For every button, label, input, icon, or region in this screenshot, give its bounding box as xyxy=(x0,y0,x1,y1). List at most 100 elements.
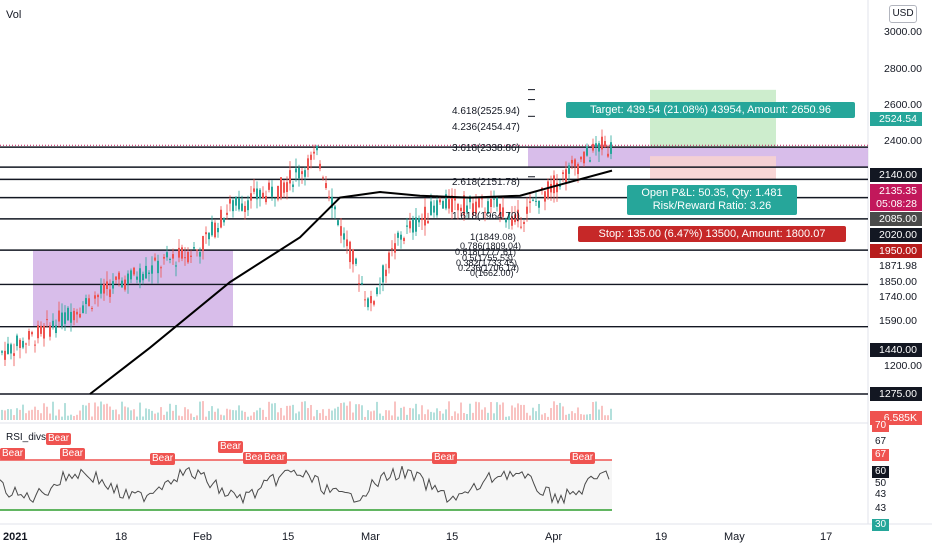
candle-body xyxy=(241,203,243,211)
candle-body xyxy=(457,203,459,211)
volume-bar xyxy=(574,413,576,420)
volume-bar xyxy=(418,414,420,420)
candle-body xyxy=(403,238,405,241)
candle-body xyxy=(535,200,537,202)
time-axis-label: 15 xyxy=(446,531,459,543)
volume-bar xyxy=(253,412,255,420)
candle-body xyxy=(610,142,612,154)
candle-body xyxy=(502,207,504,217)
volume-bar xyxy=(388,410,390,420)
volume-bar xyxy=(592,402,594,420)
candle-body xyxy=(361,282,363,285)
rsi-tick: 67 xyxy=(872,449,890,461)
volume-bar xyxy=(493,413,495,420)
volume-bar xyxy=(595,401,597,420)
volume-bar xyxy=(346,405,348,420)
volume-bar xyxy=(49,413,51,420)
candle-body xyxy=(319,163,321,169)
volume-bar xyxy=(262,409,264,420)
bear-divergence-tag: Bear xyxy=(432,452,458,464)
volume-bar xyxy=(598,409,600,420)
volume-bar xyxy=(4,410,6,420)
volume-bar xyxy=(568,413,570,420)
rsi-indicator-label[interactable]: RSI_divs xyxy=(6,432,47,443)
target-label[interactable]: Target: 439.54 (21.08%) 43954, Amount: 2… xyxy=(566,102,855,118)
volume-bar xyxy=(145,408,147,420)
candle-body xyxy=(298,167,300,179)
volume-bar xyxy=(475,401,477,420)
volume-bar xyxy=(106,403,108,420)
volume-bar xyxy=(46,406,48,420)
candle-body xyxy=(127,273,129,285)
candle-body xyxy=(472,203,474,216)
volume-bar xyxy=(58,409,60,420)
volume-bar xyxy=(163,414,165,420)
candle-body xyxy=(316,146,318,151)
candle-body xyxy=(574,159,576,167)
volume-bar xyxy=(451,416,453,420)
candle-body xyxy=(91,308,93,310)
open-pl-box[interactable]: Open P&L: 50.35, Qty: 1.481 Risk/Reward … xyxy=(627,185,797,215)
bear-divergence-tag: Bear xyxy=(150,453,176,465)
stop-label[interactable]: Stop: 135.00 (6.47%) 13500, Amount: 1800… xyxy=(578,226,846,242)
volume-bar xyxy=(16,408,18,420)
volume-bar xyxy=(445,409,447,420)
candle-body xyxy=(556,182,558,193)
candle-body xyxy=(331,197,333,209)
candle-body xyxy=(427,221,429,224)
candle-body xyxy=(34,344,36,346)
volume-bar xyxy=(139,402,141,420)
candle-body xyxy=(565,169,567,183)
volume-bar xyxy=(202,401,204,420)
candle-body xyxy=(112,281,114,289)
volume-bar xyxy=(406,414,408,420)
volume-bar xyxy=(478,402,480,420)
volume-bar xyxy=(181,416,183,420)
price-tick: 1200.00 xyxy=(884,360,922,372)
candle-body xyxy=(169,258,171,260)
candle-body xyxy=(199,252,201,257)
volume-bar xyxy=(79,410,81,420)
volume-bar xyxy=(160,407,162,420)
volume-bar xyxy=(553,401,555,420)
candle-body xyxy=(442,200,444,209)
volume-bar xyxy=(487,412,489,420)
currency-button[interactable]: USD xyxy=(889,5,917,23)
candle-body xyxy=(580,156,582,160)
candle-body xyxy=(559,184,561,187)
volume-bar xyxy=(211,406,213,420)
candle-body xyxy=(463,195,465,216)
volume-bar xyxy=(370,411,372,420)
price-tag: 1871.98 xyxy=(870,259,922,273)
candle-body xyxy=(529,201,531,203)
target-zone xyxy=(650,89,776,148)
volume-bar xyxy=(367,410,369,420)
candle-body xyxy=(253,188,255,192)
volume-bar xyxy=(130,410,132,420)
candle-body xyxy=(211,221,213,236)
volume-bar xyxy=(241,410,243,420)
candle-body xyxy=(130,270,132,280)
candle-body xyxy=(181,247,183,259)
candle-body xyxy=(40,325,42,334)
volume-bar xyxy=(538,403,540,420)
candle-body xyxy=(274,197,276,199)
candle-body xyxy=(277,185,279,200)
volume-bar xyxy=(88,402,90,420)
candle-body xyxy=(469,196,471,203)
volume-bar xyxy=(169,403,171,420)
bear-divergence-tag: Bear xyxy=(46,433,72,445)
volume-bar xyxy=(466,414,468,420)
volume-bar xyxy=(607,415,609,420)
candle-body xyxy=(520,226,522,228)
candle-body xyxy=(76,311,78,315)
volume-bar xyxy=(352,412,354,420)
volume-bar xyxy=(271,403,273,420)
candle-body xyxy=(235,197,237,206)
volume-bar xyxy=(589,414,591,420)
candle-body xyxy=(577,164,579,175)
candle-body xyxy=(124,279,126,290)
volume-bar xyxy=(166,411,168,420)
